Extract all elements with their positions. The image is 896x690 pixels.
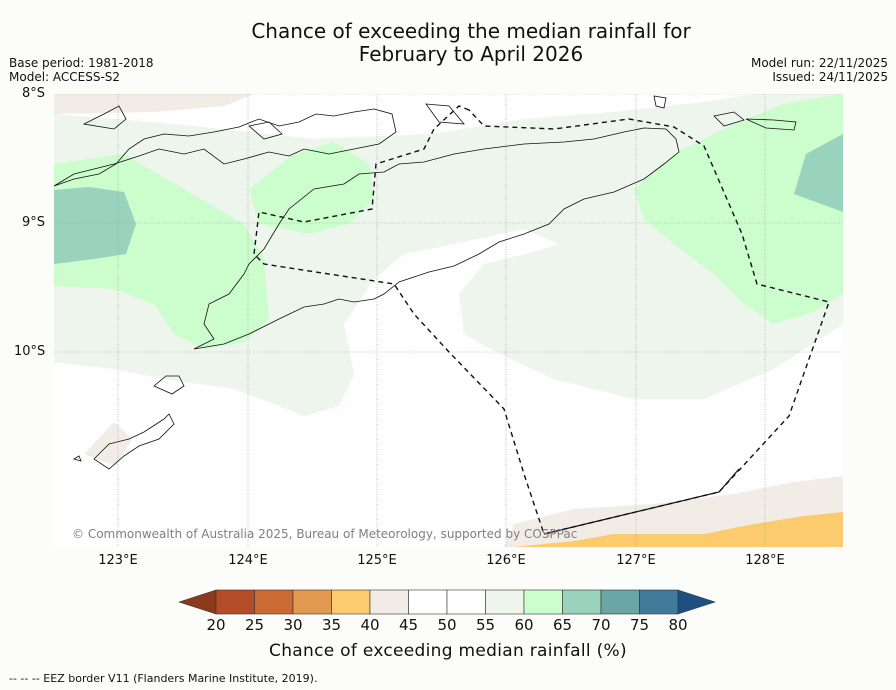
lon-label: 127°E bbox=[616, 553, 656, 568]
colorbar-tick-label: 70 bbox=[591, 616, 611, 634]
lon-label: 124°E bbox=[228, 553, 268, 568]
colorbar-title: Chance of exceeding median rainfall (%) bbox=[269, 641, 627, 661]
lon-label: 125°E bbox=[357, 553, 397, 568]
eez-legend-note: -- -- -- EEZ border V11 (Flanders Marine… bbox=[9, 672, 318, 685]
light-green-region bbox=[54, 94, 843, 416]
colorbar-swatch bbox=[331, 589, 371, 615]
chart-title-line1: Chance of exceeding the median rainfall … bbox=[251, 19, 691, 43]
colorbar-tick-label: 25 bbox=[244, 616, 265, 634]
eez-border bbox=[253, 105, 830, 535]
colorbar-tick-label: 80 bbox=[668, 616, 688, 634]
graticule bbox=[54, 94, 843, 547]
colorbar-tick-label: 55 bbox=[475, 616, 496, 634]
colorbar-swatch bbox=[446, 589, 486, 615]
model-run: Model run: 22/11/2025 bbox=[750, 56, 888, 70]
beige-region-small bbox=[84, 422, 132, 466]
lat-label: 10°S bbox=[14, 344, 46, 359]
colorbar-tick-label: 35 bbox=[321, 616, 342, 634]
colorbar-tick-label: 45 bbox=[398, 616, 419, 634]
colorbar-swatch bbox=[523, 589, 563, 615]
lat-label: 8°S bbox=[22, 86, 46, 101]
lat-label: 9°S bbox=[22, 215, 46, 230]
colorbar-tick-label: 60 bbox=[514, 616, 534, 634]
colorbar-swatch bbox=[600, 589, 640, 615]
colorbar-swatch bbox=[215, 589, 255, 615]
model-name: Model: ACCESS-S2 bbox=[9, 70, 121, 84]
green-region-timor bbox=[249, 142, 374, 234]
colorbar-tick-label: 40 bbox=[360, 616, 380, 634]
rainfall-map: © Commonwealth of Australia 2025, Bureau… bbox=[54, 94, 843, 547]
colorbar-swatch bbox=[369, 589, 409, 615]
coastlines bbox=[54, 95, 797, 470]
colorbar-tick-label: 50 bbox=[437, 616, 457, 634]
colorbar-extend-low bbox=[178, 589, 217, 615]
chart-title-line2: February to April 2026 bbox=[358, 42, 584, 66]
green-region-east bbox=[634, 94, 843, 324]
issued-date: Issued: 24/11/2025 bbox=[772, 70, 888, 84]
lon-label: 123°E bbox=[98, 553, 138, 568]
teal-region-east bbox=[794, 134, 843, 212]
base-period: Base period: 1981-2018 bbox=[9, 56, 154, 70]
lon-label: 126°E bbox=[486, 553, 526, 568]
colorbar-tick-label: 75 bbox=[629, 616, 650, 634]
colorbar-swatch bbox=[485, 589, 525, 615]
eez-border-solid bbox=[543, 468, 740, 535]
colorbar bbox=[178, 589, 716, 615]
lon-label: 128°E bbox=[745, 553, 785, 568]
colorbar-tick-label: 65 bbox=[552, 616, 573, 634]
colorbar-swatch bbox=[408, 589, 448, 615]
beige-region-northwest bbox=[54, 94, 254, 114]
colorbar-swatch bbox=[254, 589, 294, 615]
colorbar-tick-label: 20 bbox=[206, 616, 226, 634]
colorbar-extend-high bbox=[677, 589, 716, 615]
colorbar-swatch bbox=[562, 589, 602, 615]
orange-region-south bbox=[514, 512, 843, 547]
colorbar-swatch bbox=[292, 589, 332, 615]
teal-region-west bbox=[54, 187, 136, 264]
colorbar-tick-label: 30 bbox=[283, 616, 303, 634]
colorbar-swatch bbox=[639, 589, 679, 615]
copyright-text: © Commonwealth of Australia 2025, Bureau… bbox=[72, 527, 577, 541]
